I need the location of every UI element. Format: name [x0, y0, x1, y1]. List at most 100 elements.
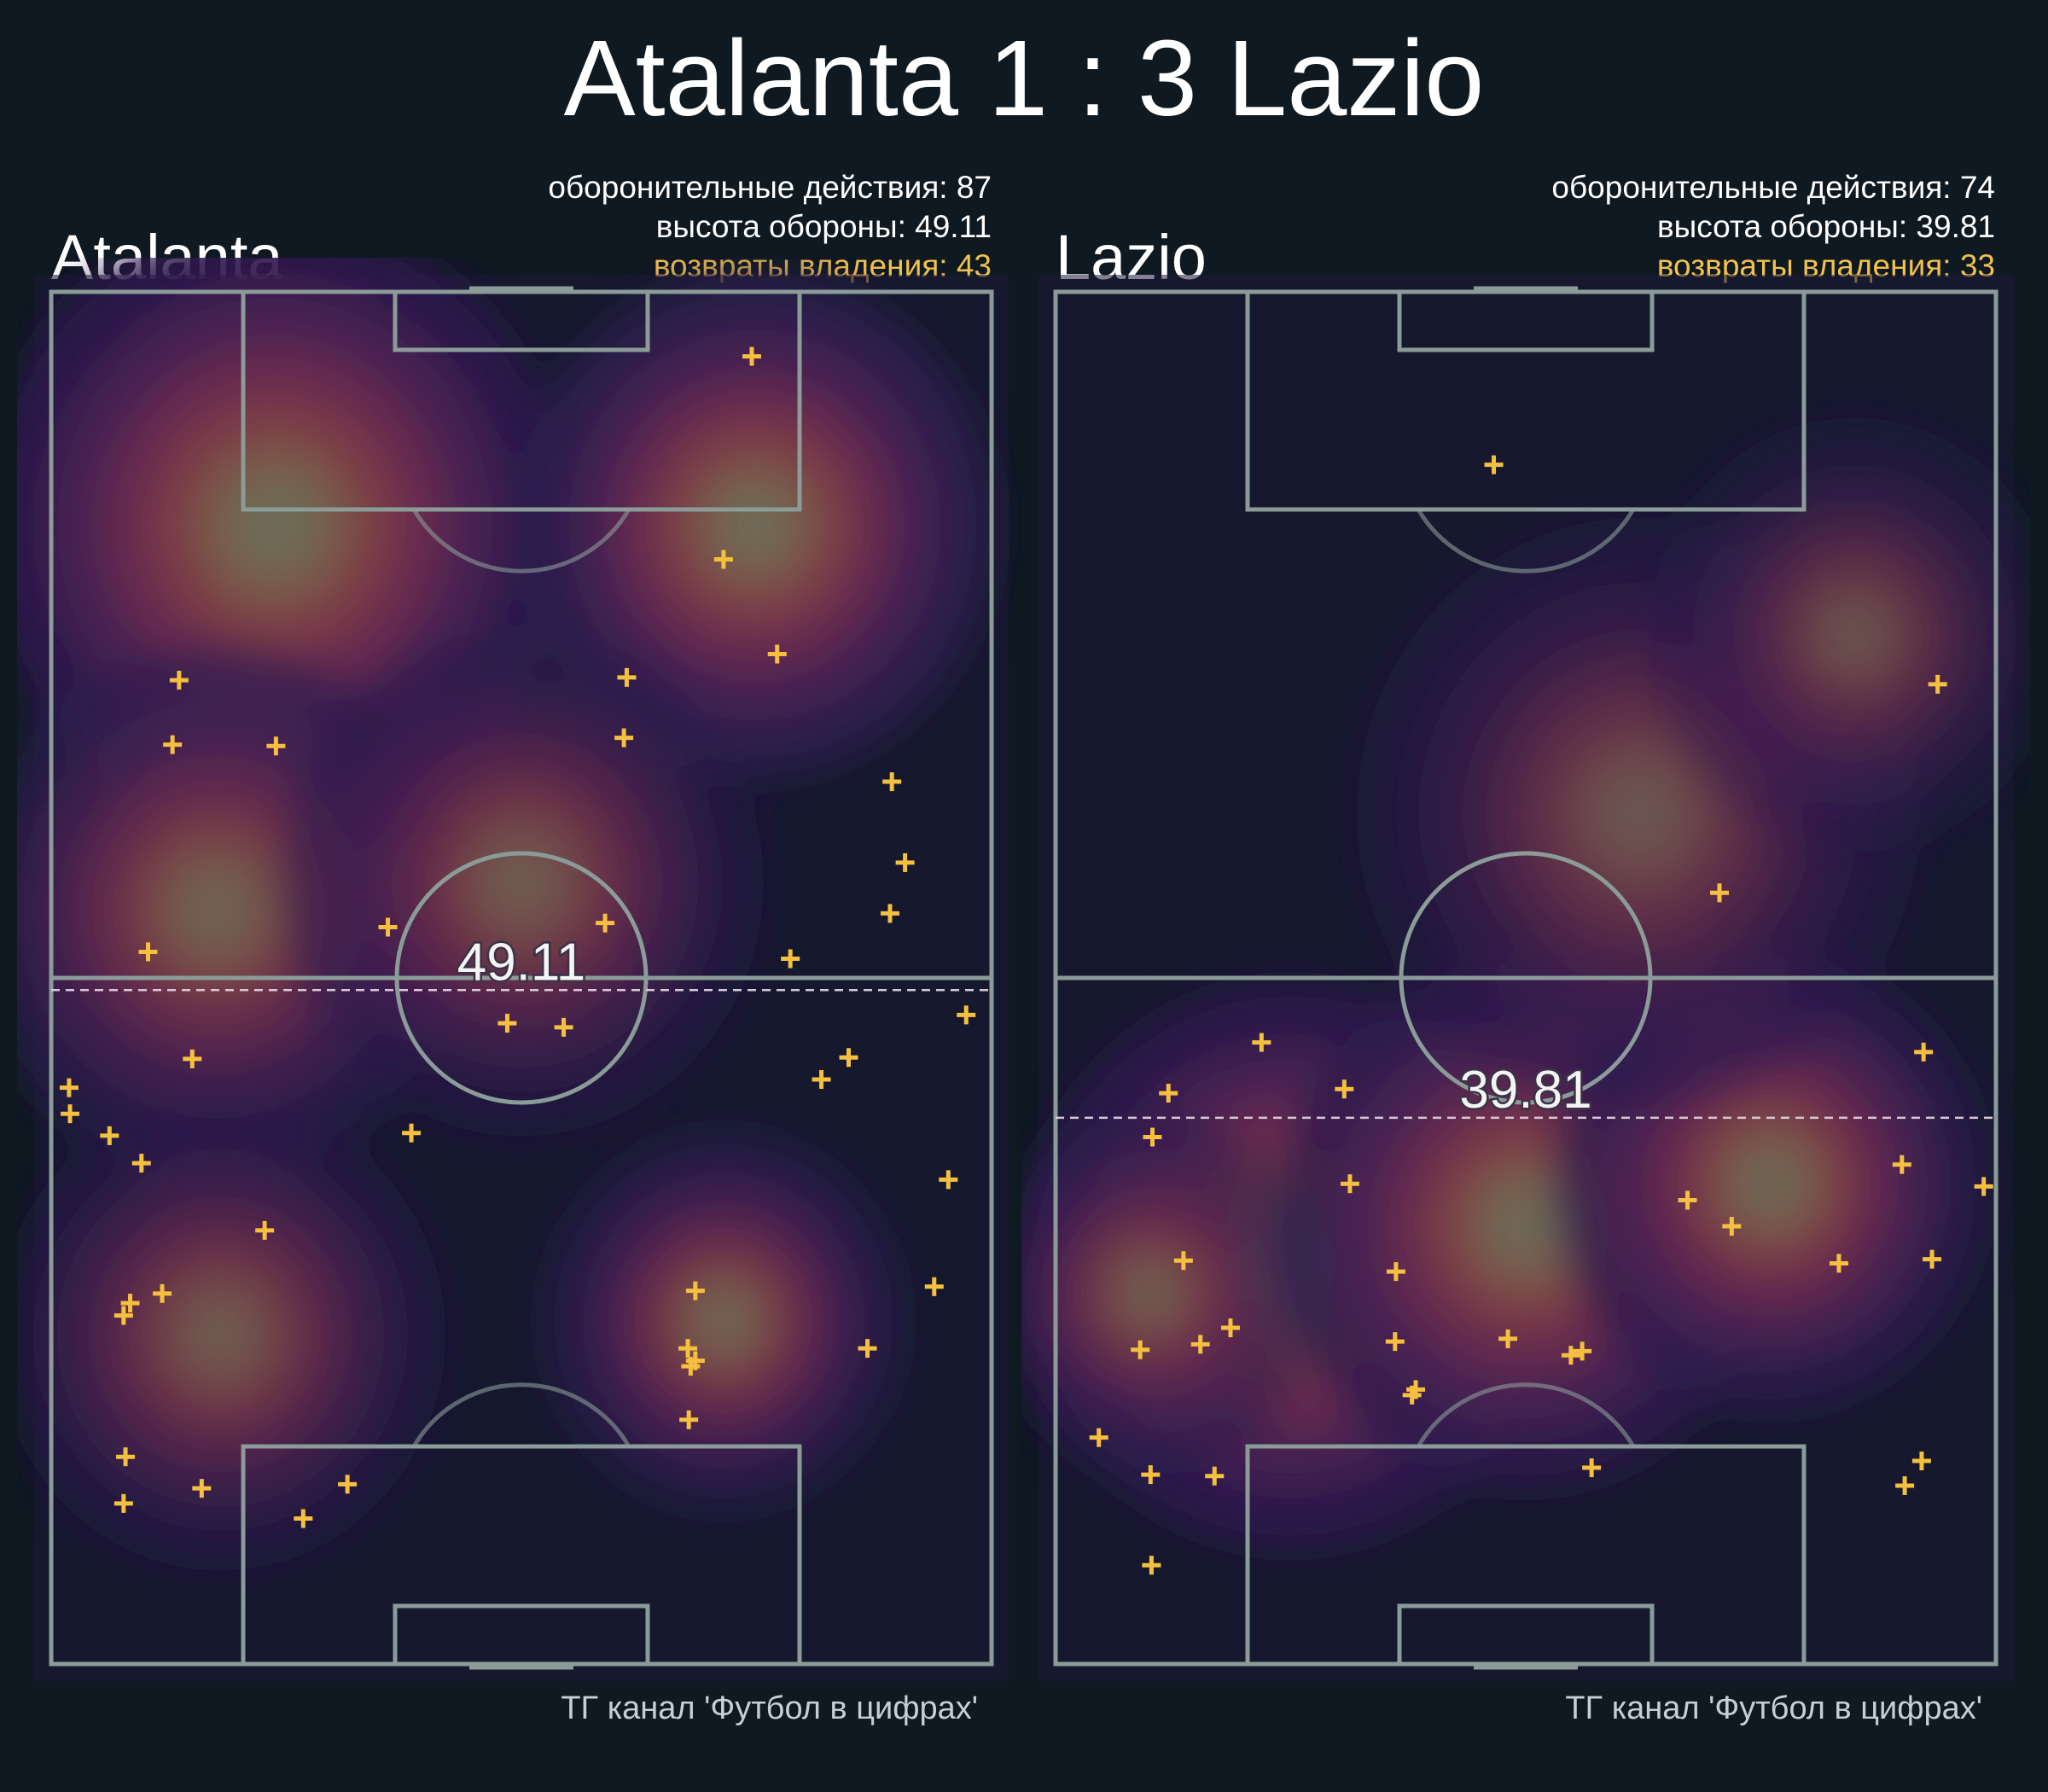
pitch-heatmap-away: 39.81 [1021, 275, 2030, 1681]
recovery-point [1205, 1466, 1225, 1486]
recovery-point [685, 1281, 705, 1300]
recovery-point [1385, 1332, 1405, 1352]
recovery-point [338, 1475, 358, 1494]
recovery-point [1722, 1217, 1742, 1236]
recovery-markers [1089, 455, 1993, 1575]
density-peak-5-level-5 [1821, 600, 1888, 670]
density-peak-3-level-5 [695, 1290, 753, 1352]
density-peak-3-level-5 [1121, 1264, 1178, 1323]
recovery-point [59, 1078, 79, 1097]
density-peak-1-level-5 [716, 485, 794, 566]
recovery-point [1561, 1346, 1580, 1365]
defense-height-value: 49.11 [457, 933, 586, 992]
density-peak-4-level-5 [1593, 765, 1684, 861]
recovery-point [858, 1339, 877, 1359]
penalty-arc-top [1416, 508, 1636, 573]
recovery-point [1710, 883, 1730, 903]
recovery-point [116, 1447, 136, 1467]
recovery-point [1484, 455, 1504, 474]
recovery-point [163, 735, 183, 754]
pitch-heatmap-home: 49.11 [17, 258, 1009, 1681]
recovery-point [678, 1339, 698, 1359]
recovery-point [742, 346, 761, 366]
density-peak-1-level-5 [1485, 1183, 1567, 1267]
recovery-point [1498, 1329, 1518, 1348]
center-circle [394, 851, 649, 1105]
recovery-point [554, 1017, 573, 1037]
recovery-point [1141, 1465, 1161, 1485]
recovery-point [713, 550, 733, 569]
recovery-point [812, 1069, 831, 1089]
defense-height-label: высота обороны: 49.11 [655, 209, 992, 244]
recovery-point [1143, 1127, 1162, 1147]
recovery-point [1928, 674, 1947, 694]
recovery-point [839, 1048, 858, 1068]
recovery-point [939, 1170, 958, 1190]
recovery-point [1829, 1254, 1848, 1273]
recovery-point [1159, 1084, 1178, 1103]
goal-area-top [1397, 289, 1655, 352]
recovery-point [614, 728, 634, 748]
recovery-point [294, 1509, 313, 1528]
recovery-point [1923, 1249, 1942, 1269]
goal-area-top [393, 289, 650, 352]
recovery-point [679, 1410, 699, 1429]
recovery-point [113, 1306, 133, 1325]
recovery-point [781, 949, 800, 969]
recovery-point [169, 671, 189, 690]
recovery-point [957, 1005, 976, 1025]
recovery-point [1573, 1341, 1592, 1361]
recovery-point [1895, 1475, 1915, 1495]
recovery-point [1340, 1174, 1359, 1194]
recovery-point [895, 852, 915, 872]
recovery-point [1914, 1042, 1934, 1062]
density-layers [1021, 417, 2030, 1549]
recovery-point [617, 667, 637, 687]
team-stats-away: оборонительные действия: 74 высота оборо… [1142, 168, 1995, 286]
defense-height-label: высота обороны: 39.81 [1657, 209, 1995, 244]
recovery-point [153, 1283, 172, 1303]
credit-away: ТГ канал 'Футбол в цифрах' [1565, 1690, 1982, 1726]
recovery-point [1173, 1251, 1193, 1271]
recovery-point [1131, 1340, 1150, 1359]
recovery-point [1335, 1079, 1354, 1099]
recovery-point [1974, 1177, 1993, 1196]
recovery-point [1678, 1190, 1697, 1210]
recovery-point [113, 1493, 133, 1513]
recovery-point [1582, 1458, 1602, 1478]
recovery-point [131, 1154, 151, 1173]
defensive-actions-label: оборонительные действия: 87 [548, 170, 992, 205]
recovery-point [1911, 1452, 1931, 1471]
recovery-point [880, 904, 899, 923]
recovery-point [192, 1479, 212, 1498]
density-peak-2-level-5 [175, 866, 257, 952]
pitch-markings [1053, 286, 1999, 1670]
recovery-point [767, 644, 787, 664]
recovery-point [1892, 1155, 1911, 1174]
density-heatmap [17, 258, 1009, 1681]
recovery-point [882, 772, 902, 792]
recovery-markers [59, 346, 976, 1528]
density-peak-0-level-5 [227, 475, 322, 575]
recovery-point [255, 1220, 275, 1240]
penalty-arc-top [411, 508, 631, 573]
recovery-point [1089, 1428, 1108, 1447]
recovery-point [1142, 1556, 1161, 1575]
penalty-arc-bottom [1416, 1382, 1636, 1448]
recovery-point [497, 1014, 517, 1033]
center-circle [1399, 851, 1653, 1105]
recovery-point [1220, 1318, 1240, 1338]
recovery-point [266, 736, 286, 756]
recovery-point [1252, 1033, 1271, 1052]
match-title: Atalanta 1 : 3 Lazio [563, 18, 1485, 138]
recovery-point [100, 1126, 119, 1145]
recovery-point [120, 1294, 140, 1313]
recovery-point [61, 1104, 80, 1124]
goal-area-bottom [1397, 1603, 1655, 1667]
recovery-point [183, 1049, 202, 1068]
recovery-point [138, 942, 158, 962]
recovery-point [681, 1357, 701, 1376]
recovery-point [378, 917, 398, 937]
goal-area-bottom [393, 1603, 650, 1667]
